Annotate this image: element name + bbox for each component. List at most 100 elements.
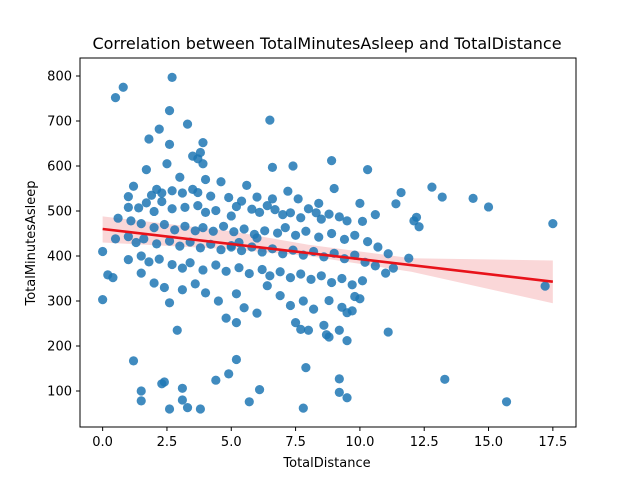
data-point	[254, 385, 265, 395]
data-point	[347, 306, 357, 316]
data-point	[391, 199, 401, 209]
y-axis-ticks: 100 200 300 400 500 600 700 800	[47, 70, 80, 400]
data-point	[231, 318, 242, 328]
data-point	[175, 241, 185, 251]
data-point	[177, 395, 187, 405]
data-point	[149, 278, 159, 288]
data-point	[290, 230, 301, 240]
data-point	[131, 237, 141, 248]
data-point	[355, 198, 365, 208]
data-point	[296, 324, 306, 334]
data-point	[177, 383, 187, 393]
data-point	[363, 165, 373, 175]
data-point	[244, 268, 254, 279]
data-point	[167, 186, 177, 196]
data-point	[154, 254, 164, 264]
y-tick-label: 400	[47, 250, 72, 265]
data-point	[290, 318, 301, 328]
data-point	[324, 295, 334, 306]
data-point	[327, 156, 337, 166]
data-point	[136, 219, 146, 229]
x-tick-label: 7.5	[285, 435, 306, 450]
data-point	[298, 403, 308, 413]
data-point	[319, 320, 329, 330]
data-point	[200, 174, 211, 185]
data-point	[134, 203, 144, 213]
data-point	[193, 201, 203, 211]
x-axis-ticks: 0.0 2.5 5.0 7.5 10.0 12.5 15.0 17.5	[92, 427, 567, 450]
data-point	[296, 269, 306, 279]
data-point	[190, 279, 200, 289]
scatter-points-layer	[98, 72, 558, 414]
data-point	[123, 255, 133, 265]
data-point	[216, 245, 226, 255]
data-point	[177, 285, 187, 295]
data-point	[180, 202, 190, 212]
regression-line	[102, 227, 553, 283]
data-point	[98, 295, 108, 305]
data-point	[483, 202, 494, 212]
data-point	[139, 234, 149, 244]
data-point	[342, 216, 352, 226]
data-point	[357, 216, 368, 226]
data-point	[149, 223, 159, 233]
data-point	[229, 227, 239, 237]
data-point	[247, 204, 257, 214]
data-point	[118, 82, 128, 92]
data-point	[157, 188, 167, 198]
data-point	[211, 260, 221, 270]
data-point	[272, 228, 283, 238]
confidence-band-layer	[102, 216, 553, 304]
data-point	[177, 188, 187, 198]
data-point	[303, 204, 314, 214]
data-point	[324, 209, 334, 219]
data-point	[182, 119, 193, 129]
data-point	[260, 226, 270, 236]
data-point	[347, 280, 357, 290]
data-point	[164, 236, 175, 246]
data-point	[388, 263, 398, 273]
data-point	[327, 228, 337, 239]
x-tick-label: 15.0	[474, 435, 503, 450]
data-point	[195, 243, 205, 253]
data-point	[314, 232, 324, 242]
data-point	[164, 139, 175, 149]
data-point	[154, 124, 164, 134]
data-point	[198, 223, 208, 233]
data-point	[254, 207, 265, 217]
data-point	[301, 363, 311, 373]
chart-title: Correlation between TotalMinutesAsleep a…	[92, 34, 561, 53]
data-point	[311, 208, 321, 218]
data-point	[265, 271, 275, 281]
y-tick-label: 600	[47, 160, 72, 175]
x-tick-label: 0.0	[92, 435, 113, 450]
data-point	[218, 221, 229, 231]
data-point	[159, 282, 169, 293]
data-point	[501, 397, 512, 407]
data-point	[257, 264, 267, 275]
data-point	[98, 246, 108, 257]
data-point	[296, 213, 306, 223]
data-point	[409, 216, 419, 226]
data-point	[427, 182, 437, 192]
data-point	[136, 396, 146, 406]
data-point	[242, 180, 252, 190]
data-point	[239, 303, 249, 313]
data-point	[383, 249, 393, 259]
data-point	[303, 325, 314, 335]
y-tick-label: 200	[47, 340, 72, 355]
data-point	[195, 404, 205, 414]
data-point	[373, 242, 383, 252]
data-point	[540, 281, 550, 291]
data-point	[128, 356, 139, 366]
data-point	[213, 296, 224, 306]
data-point	[231, 354, 242, 365]
data-point	[172, 325, 182, 335]
data-point	[440, 374, 450, 384]
y-tick-label: 500	[47, 205, 72, 220]
plot-frame	[79, 57, 577, 428]
data-point	[329, 183, 339, 194]
y-tick-label: 300	[47, 295, 72, 310]
data-point	[293, 194, 303, 204]
